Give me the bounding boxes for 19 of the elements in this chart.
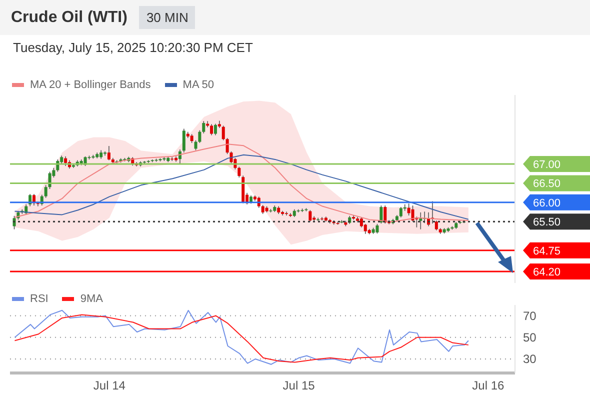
x-tick-label: Jul 15 [282, 378, 316, 393]
y-tick-label: 70 [523, 309, 537, 324]
y-tick-label: 65.50 [533, 216, 561, 229]
legend-label: RSI [30, 293, 48, 305]
legend-label: MA 50 [182, 79, 214, 91]
legend-label: MA 20 + Bollinger Bands [30, 79, 151, 91]
y-tick-label: 64.75 [533, 245, 561, 258]
chart-subtitle: Tuesday, July 15, 2025 10:20:30 PM CET [13, 40, 253, 55]
y-tick-label: 67.00 [533, 159, 561, 172]
y-tick-label: 50 [523, 330, 537, 345]
x-tick-label: Jul 14 [93, 378, 126, 393]
legend-label: 9MA [80, 293, 103, 305]
y-tick-label: 64.20 [533, 266, 561, 278]
x-tick-label: Jul 16 [472, 378, 505, 393]
y-tick-label: 30 [523, 352, 537, 366]
text: 30 MIN [139, 6, 196, 29]
y-tick-label: 66.00 [533, 197, 561, 210]
chart-title: Crude Oil (WTI) [11, 8, 128, 26]
y-tick-label: 66.50 [533, 178, 561, 190]
